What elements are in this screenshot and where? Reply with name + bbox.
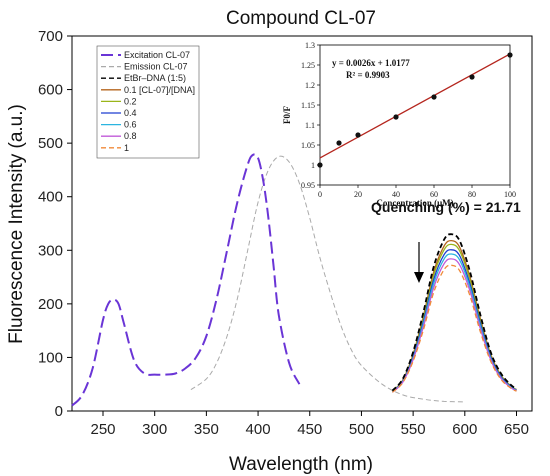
y-tick-label: 400: [38, 189, 63, 206]
inset-x-tick-label: 20: [354, 190, 362, 199]
y-tick-label: 100: [38, 349, 63, 366]
legend-entry: Excitation CL-07: [124, 50, 190, 60]
x-tick-label: 250: [90, 421, 115, 438]
inset-data-point: [393, 114, 399, 120]
x-tick-label: 650: [504, 421, 529, 438]
inset-x-tick-label: 40: [392, 190, 400, 199]
down-arrow-icon: [414, 242, 424, 283]
inset-data-point: [317, 162, 323, 168]
inset-x-axis-label: Concentration (μM): [376, 198, 453, 208]
inset-data-point: [431, 94, 437, 100]
inset-x-tick-label: 80: [468, 190, 476, 199]
x-axis: 250 300 350 400 450 500 550 600 650: [90, 411, 529, 438]
series-line-2: [391, 233, 517, 392]
inset-plot-area: [319, 44, 511, 186]
inset-fit-line: [319, 53, 511, 159]
y-tick-label: 600: [38, 82, 63, 99]
inset-x-tick-label: 100: [504, 190, 516, 199]
chart-title: Compound CL-07: [226, 8, 376, 29]
y-tick-label: 200: [38, 296, 63, 313]
inset-y-axis-label: F0/F: [282, 106, 292, 124]
y-axis-label: Fluorescence Intensity (a.u.): [6, 104, 27, 344]
legend-entry: 0.8: [124, 131, 137, 141]
legend-entry: 1: [124, 143, 129, 153]
inset-equation: y = 0.0026x + 1.0177: [332, 58, 410, 68]
x-tick-label: 400: [246, 421, 271, 438]
inset-chart: 0 20 40 60 80 100 0.9511.051.11.151.21.251.3 …: [282, 41, 516, 208]
inset-x-axis: 0 20 40 60 80 100: [318, 185, 516, 199]
plot-area: [71, 35, 533, 412]
y-axis: 0 100 200 300 400 500 600 700: [38, 28, 72, 420]
y-tick-label: 0: [55, 403, 63, 420]
inset-y-tick-label: 1.15: [301, 101, 315, 110]
inset-data-point: [336, 140, 342, 146]
series-line-1: [190, 155, 465, 403]
inset-y-tick-label: 1.3: [305, 41, 315, 50]
inset-r-squared: R² = 0.9903: [346, 70, 390, 80]
x-tick-label: 450: [297, 421, 322, 438]
x-tick-label: 350: [194, 421, 219, 438]
x-axis-label: Wavelength (nm): [229, 454, 373, 475]
inset-y-tick-label: 1: [311, 161, 315, 170]
legend-entry: 0.6: [124, 120, 137, 130]
y-tick-label: 500: [38, 135, 63, 152]
quenching-annotation: Quenching (%) = 21.71: [371, 199, 521, 215]
x-tick-label: 600: [452, 421, 477, 438]
inset-x-tick-label: 0: [318, 190, 322, 199]
legend-entry: 0.4: [124, 108, 137, 118]
y-tick-label: 300: [38, 242, 63, 259]
x-tick-label: 300: [142, 421, 167, 438]
series-line-8: [391, 264, 517, 393]
series-layer: [71, 153, 517, 407]
inset-data-layer: [317, 52, 513, 168]
inset-y-tick-label: 1.25: [301, 61, 315, 70]
inset-data-point: [469, 74, 475, 80]
legend-entry: 0.1 [CL-07]/[DNA]: [124, 85, 195, 95]
inset-data-point: [355, 132, 361, 138]
legend-entry: 0.2: [124, 96, 137, 106]
inset-y-tick-label: 1.1: [305, 121, 315, 130]
y-tick-label: 700: [38, 28, 63, 45]
inset-y-tick-label: 1.05: [301, 141, 315, 150]
inset-x-tick-label: 60: [430, 190, 438, 199]
legend-entry: EtBr–DNA (1:5): [124, 73, 186, 83]
inset-data-point: [507, 52, 513, 58]
inset-y-tick-label: 1.2: [305, 81, 315, 90]
inset-y-tick-label: 0.95: [301, 181, 315, 190]
x-tick-label: 550: [401, 421, 426, 438]
series-line-0: [71, 153, 301, 407]
x-tick-label: 500: [349, 421, 374, 438]
legend-entry: Emission CL-07: [124, 62, 188, 72]
inset-y-axis: 0.95 1 1.05 1.1 1.15 1.2 1.25 1.3: [301, 41, 320, 190]
